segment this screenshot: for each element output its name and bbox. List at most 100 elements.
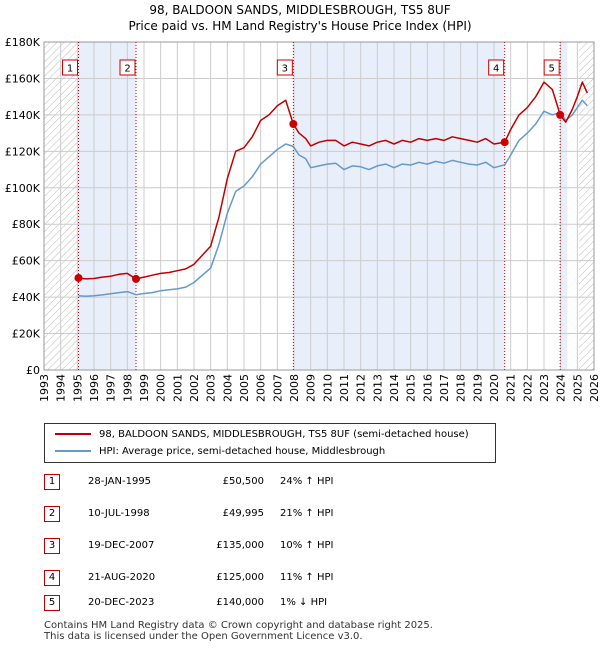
x-tick-label: 1995 bbox=[71, 374, 84, 402]
transaction-number-badge: 3 bbox=[44, 538, 60, 554]
transaction-number-badge: 5 bbox=[44, 595, 60, 611]
chart-subtitle: Price paid vs. HM Land Registry's House … bbox=[128, 19, 472, 33]
y-tick-label: £80K bbox=[12, 218, 41, 231]
legend-swatch-property bbox=[55, 433, 91, 435]
transaction-date: 19-DEC-2007 bbox=[88, 540, 155, 551]
x-tick-label: 2010 bbox=[321, 374, 334, 402]
x-tick-label: 2009 bbox=[305, 374, 318, 402]
x-tick-label: 2015 bbox=[405, 374, 418, 402]
transaction-price: £50,500 bbox=[222, 476, 264, 487]
y-tick-label: £120K bbox=[5, 145, 41, 158]
attribution-line-2: This data is licensed under the Open Gov… bbox=[44, 631, 363, 642]
x-tick-label: 2012 bbox=[355, 374, 368, 402]
x-tick-label: 2006 bbox=[255, 374, 268, 402]
x-tick-label: 2023 bbox=[538, 374, 551, 402]
transaction-number-badge: 2 bbox=[44, 506, 60, 522]
legend-swatch-hpi bbox=[55, 450, 91, 452]
transaction-price: £125,000 bbox=[216, 572, 264, 583]
x-tick-label: 2003 bbox=[205, 374, 218, 402]
x-tick-label: 2025 bbox=[571, 374, 584, 402]
transaction-price: £135,000 bbox=[216, 540, 264, 551]
hatched-region bbox=[579, 42, 594, 370]
x-tick-label: 2007 bbox=[271, 374, 284, 402]
shaded-period bbox=[560, 42, 568, 370]
x-tick-label: 1997 bbox=[105, 374, 118, 402]
x-tick-label: 2005 bbox=[238, 374, 251, 402]
transaction-date: 10-JUL-1998 bbox=[88, 508, 150, 519]
sale-point bbox=[74, 273, 83, 282]
x-tick-label: 2001 bbox=[171, 374, 184, 402]
y-tick-label: £180K bbox=[5, 36, 41, 49]
transaction-label-box bbox=[276, 59, 293, 76]
y-tick-label: £100K bbox=[5, 182, 41, 195]
transaction-label-number: 5 bbox=[548, 64, 554, 75]
x-tick-label: 2008 bbox=[288, 374, 301, 402]
transaction-hpi-diff: 10% ↑ HPI bbox=[280, 540, 334, 551]
x-tick-label: 2011 bbox=[338, 374, 351, 402]
x-tick-label: 2017 bbox=[438, 374, 451, 402]
attribution-line-1: Contains HM Land Registry data © Crown c… bbox=[44, 620, 433, 631]
x-tick-label: 2020 bbox=[488, 374, 501, 402]
x-tick-label: 2019 bbox=[471, 374, 484, 402]
transaction-number-badge: 1 bbox=[44, 474, 60, 490]
transaction-label-box bbox=[488, 59, 505, 76]
transaction-label-box bbox=[119, 59, 136, 76]
shaded-period bbox=[293, 42, 505, 370]
chart-title-block: 98, BALDOON SANDS, MIDDLESBROUGH, TS5 8U… bbox=[0, 2, 600, 34]
x-tick-label: 2021 bbox=[505, 374, 518, 402]
price-chart: £0 £20K £40K £60K £80K £100K £120K £140K £160K £1… bbox=[5, 36, 600, 402]
x-tick-label: 2014 bbox=[388, 374, 401, 402]
x-tick-label: 1993 bbox=[38, 374, 51, 402]
x-tick-label: 2000 bbox=[155, 374, 168, 402]
x-tick-label: 2002 bbox=[188, 374, 201, 402]
sale-point bbox=[500, 138, 509, 147]
transaction-date: 21-AUG-2020 bbox=[88, 572, 156, 583]
chart-title: 98, BALDOON SANDS, MIDDLESBROUGH, TS5 8U… bbox=[149, 3, 451, 17]
transaction-label-number: 4 bbox=[493, 64, 499, 75]
transaction-label-number: 2 bbox=[124, 64, 130, 75]
x-tick-label: 2004 bbox=[221, 374, 234, 402]
hatched-region bbox=[44, 42, 79, 370]
x-tick-label: 1994 bbox=[55, 374, 68, 402]
sale-point bbox=[556, 110, 565, 119]
plot-frame bbox=[43, 41, 595, 371]
property-price-line bbox=[78, 81, 588, 280]
transaction-label-box bbox=[62, 59, 78, 76]
sale-point bbox=[132, 274, 140, 283]
shaded-period bbox=[78, 42, 136, 370]
x-tick-label: 2016 bbox=[421, 374, 434, 402]
x-tick-label: 2018 bbox=[455, 374, 468, 402]
x-tick-label: 2013 bbox=[371, 374, 384, 402]
legend-item-hpi: HPI: Average price, semi-detached house,… bbox=[55, 444, 385, 460]
transaction-hpi-diff: 11% ↑ HPI bbox=[280, 572, 334, 583]
x-tick-label: 2026 bbox=[588, 374, 600, 402]
transaction-date: 20-DEC-2023 bbox=[88, 597, 155, 608]
transaction-date: 28-JAN-1995 bbox=[88, 476, 152, 487]
y-tick-label: £160K bbox=[5, 72, 41, 85]
transaction-price: £140,000 bbox=[216, 597, 264, 608]
y-tick-label: £20K bbox=[12, 328, 41, 341]
transaction-number-badge: 4 bbox=[44, 570, 60, 586]
legend-label-hpi: HPI: Average price, semi-detached house,… bbox=[99, 446, 386, 457]
x-tick-label: 1996 bbox=[88, 374, 101, 402]
y-tick-label: £40K bbox=[12, 291, 41, 304]
transaction-hpi-diff: 24% ↑ HPI bbox=[280, 476, 334, 487]
y-tick-label: £140K bbox=[5, 109, 41, 122]
legend-label-property: 98, BALDOON SANDS, MIDDLESBROUGH, TS5 8U… bbox=[99, 429, 469, 440]
transaction-label-box bbox=[543, 59, 560, 76]
transaction-label-number: 1 bbox=[67, 64, 73, 75]
attribution-footer: Contains HM Land Registry data © Crown c… bbox=[44, 620, 433, 642]
x-tick-label: 1998 bbox=[121, 374, 134, 402]
hpi-line bbox=[78, 99, 588, 297]
x-tick-label: 1999 bbox=[138, 374, 151, 402]
sale-point bbox=[289, 120, 298, 128]
transaction-price: £49,995 bbox=[222, 508, 264, 519]
transaction-hpi-diff: 21% ↑ HPI bbox=[280, 508, 334, 519]
legend-item-property: 98, BALDOON SANDS, MIDDLESBROUGH, TS5 8U… bbox=[55, 427, 469, 443]
transaction-hpi-diff: 1% ↓ HPI bbox=[280, 597, 328, 608]
y-tick-label: £60K bbox=[12, 255, 41, 268]
transaction-label-number: 3 bbox=[282, 64, 288, 75]
x-tick-label: 2022 bbox=[521, 374, 534, 402]
y-tick-label: £0 bbox=[26, 364, 40, 377]
chart-legend: 98, BALDOON SANDS, MIDDLESBROUGH, TS5 8U… bbox=[44, 423, 496, 463]
